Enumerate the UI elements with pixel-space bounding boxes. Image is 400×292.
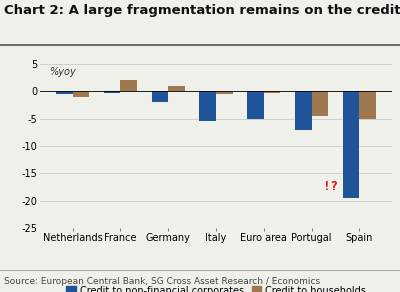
Text: Source: European Central Bank, SG Cross Asset Research / Economics: Source: European Central Bank, SG Cross …	[4, 277, 320, 286]
Text: %yoy: %yoy	[49, 67, 76, 77]
Bar	[152, 91, 168, 102]
Bar	[247, 91, 264, 119]
Bar	[56, 91, 73, 94]
Bar	[104, 91, 120, 93]
Bar	[264, 91, 280, 93]
Bar	[295, 91, 312, 130]
Bar	[168, 86, 185, 91]
Bar	[312, 91, 328, 116]
Bar	[342, 91, 359, 198]
Bar	[120, 79, 137, 91]
Bar	[359, 91, 376, 119]
Text: !?: !?	[323, 180, 338, 193]
Legend: Credit to non-financial corporates, Credit to households: Credit to non-financial corporates, Cred…	[62, 282, 370, 292]
Bar	[216, 91, 233, 94]
Bar	[199, 91, 216, 121]
Text: Chart 2: A large fragmentation remains on the credit side: Chart 2: A large fragmentation remains o…	[4, 4, 400, 18]
Bar	[73, 91, 90, 97]
